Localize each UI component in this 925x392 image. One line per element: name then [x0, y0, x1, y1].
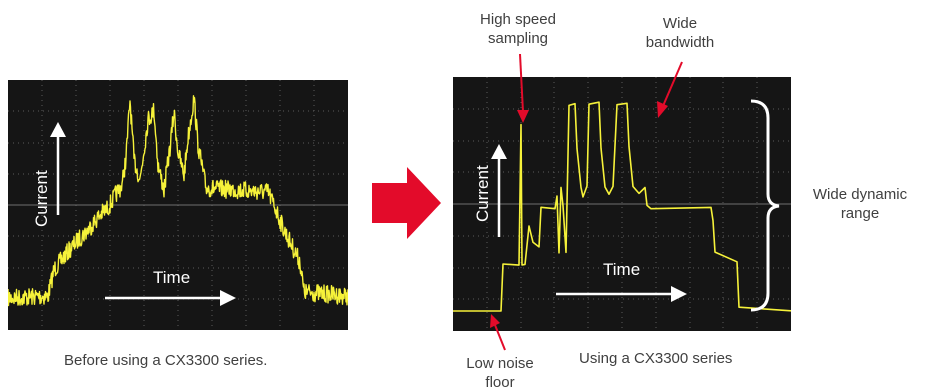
wide-bandwidth-label: Wide bandwidth [645, 15, 715, 51]
before-caption: Before using a CX3300 series. [64, 352, 268, 369]
scope-after: Current Time [453, 77, 791, 331]
low-noise-floor-label: Low noise floor [466, 355, 534, 391]
after-caption: Using a CX3300 series [579, 350, 733, 367]
time-label: Time [153, 268, 191, 287]
current-axis-arrow-icon [491, 144, 507, 237]
wide-dynamic-range-label: Wide dynamic range [812, 186, 908, 222]
scope-before: Current Time [8, 80, 348, 330]
time-axis-arrow-icon [105, 290, 236, 306]
time-axis-arrow-icon [556, 286, 687, 302]
current-label: Current [473, 165, 492, 222]
high-speed-sampling-label: High speed sampling [480, 11, 556, 47]
time-label: Time [603, 260, 641, 279]
current-axis-arrow-icon [50, 122, 66, 215]
current-label: Current [32, 170, 51, 227]
scope-after-plot [453, 77, 791, 331]
clean-current-trace [453, 101, 791, 312]
scope-before-plot [8, 80, 348, 330]
transition-arrow-icon [372, 167, 441, 239]
noisy-current-trace [8, 95, 348, 307]
